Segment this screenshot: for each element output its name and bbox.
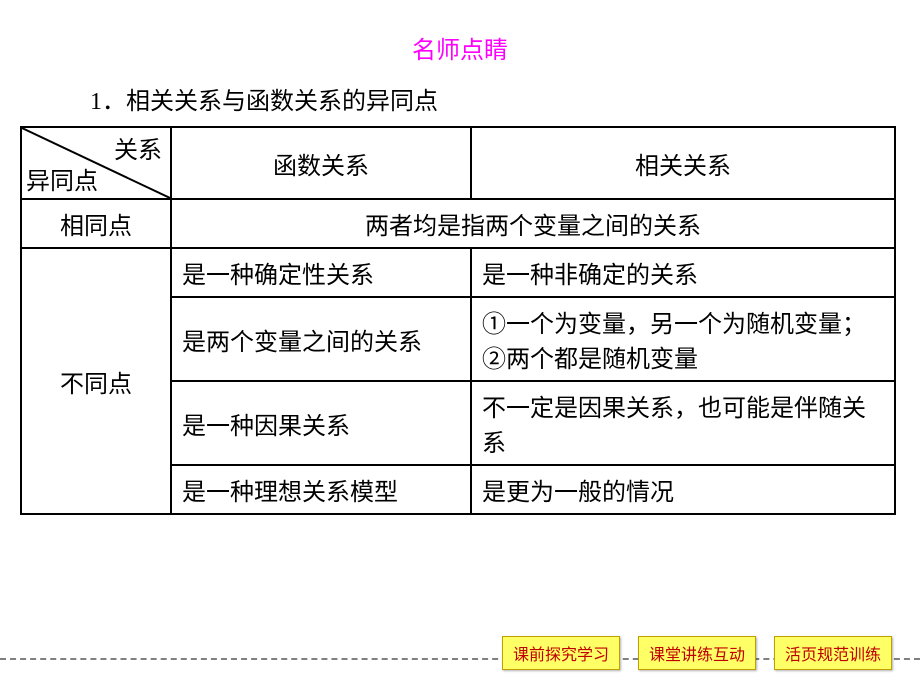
footer: 课前探究学习 课堂讲练互动 活页规范训练 xyxy=(0,636,920,670)
table-header-row: 关系 异同点 函数关系 相关关系 xyxy=(21,127,895,199)
diag-bottom-label: 异同点 xyxy=(26,161,98,196)
diff-left-0: 是一种确定性关系 xyxy=(171,248,471,297)
diagonal-header: 关系 异同点 xyxy=(21,127,171,199)
col-header-correlation: 相关关系 xyxy=(471,127,895,199)
row-label-diff: 不同点 xyxy=(21,248,171,514)
diff-left-1: 是两个变量之间的关系 xyxy=(171,297,471,381)
diff-left-3: 是一种理想关系模型 xyxy=(171,465,471,514)
same-cell: 两者均是指两个变量之间的关系 xyxy=(171,199,895,248)
table-row: 相同点 两者均是指两个变量之间的关系 xyxy=(21,199,895,248)
diff-left-2: 是一种因果关系 xyxy=(171,381,471,465)
btn-class-practice[interactable]: 课堂讲练互动 xyxy=(638,636,756,670)
col-header-function: 函数关系 xyxy=(171,127,471,199)
slide: 名师点睛 1．相关关系与函数关系的异同点 关系 异同点 函数关系 相关关系 相同… xyxy=(0,0,920,690)
row-label-same: 相同点 xyxy=(21,199,171,248)
diff-right-3: 是更为一般的情况 xyxy=(471,465,895,514)
diff-right-2: 不一定是因果关系，也可能是伴随关系 xyxy=(471,381,895,465)
diff-right-0: 是一种非确定的关系 xyxy=(471,248,895,297)
btn-pre-study[interactable]: 课前探究学习 xyxy=(502,636,620,670)
diff-right-1: ①一个为变量，另一个为随机变量； ②两个都是随机变量 xyxy=(471,297,895,381)
table-row: 不同点 是一种确定性关系 是一种非确定的关系 xyxy=(21,248,895,297)
diag-top-label: 关系 xyxy=(114,130,162,165)
page-title: 名师点睛 xyxy=(0,30,920,65)
btn-exercise[interactable]: 活页规范训练 xyxy=(774,636,892,670)
footer-buttons: 课前探究学习 课堂讲练互动 活页规范训练 xyxy=(502,636,892,670)
section-heading: 1．相关关系与函数关系的异同点 xyxy=(0,81,920,116)
comparison-table: 关系 异同点 函数关系 相关关系 相同点 两者均是指两个变量之间的关系 不同点 … xyxy=(20,126,896,515)
